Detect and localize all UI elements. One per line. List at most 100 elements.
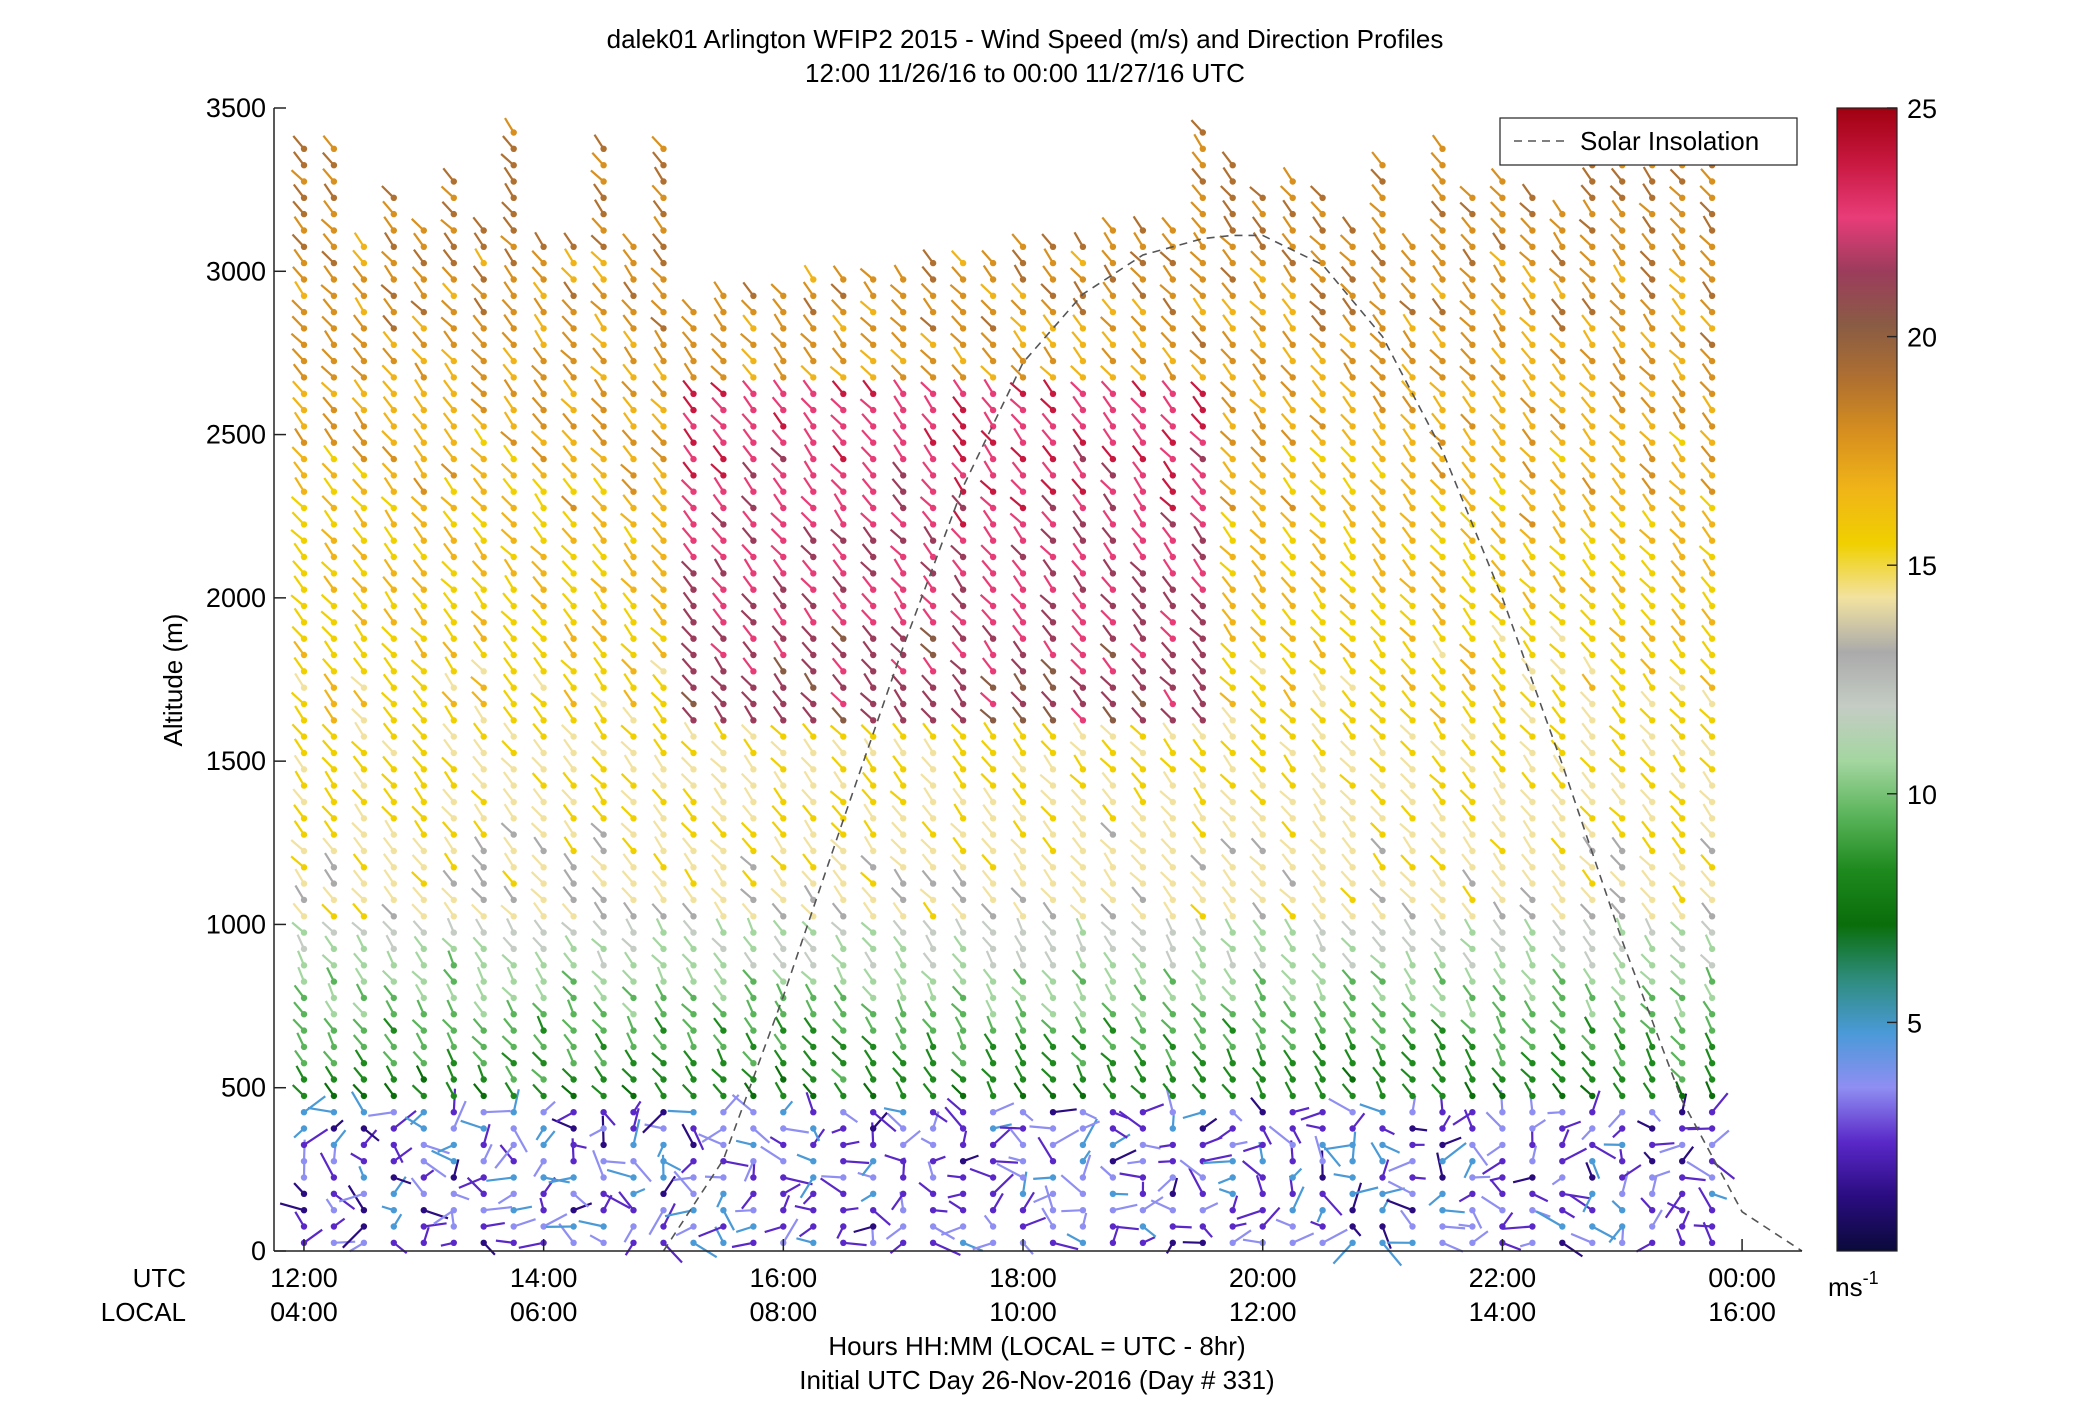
wind-barb bbox=[886, 1112, 904, 1130]
wind-barb-dot bbox=[959, 962, 967, 969]
wind-barb-dot bbox=[780, 766, 787, 773]
wind-barb-dot bbox=[1109, 1060, 1117, 1067]
wind-barb-dot bbox=[660, 1027, 667, 1034]
wind-barb-dot bbox=[1289, 504, 1296, 512]
wind-barb-dot bbox=[1049, 945, 1057, 953]
wind-barb-dot bbox=[1379, 994, 1386, 1002]
wind-barb-dot bbox=[1169, 504, 1177, 512]
wind-barb-dot bbox=[1079, 259, 1087, 267]
wind-barb-dot bbox=[1259, 831, 1266, 838]
wind-barb-dot bbox=[1229, 831, 1236, 838]
wind-barb-dot bbox=[1049, 733, 1057, 740]
wind-barb-dot bbox=[1259, 913, 1266, 920]
wind-barb-dot bbox=[660, 374, 667, 381]
wind-barb bbox=[1157, 1176, 1174, 1193]
wind-barb-dot bbox=[690, 521, 697, 528]
wind-barb-dot bbox=[390, 945, 397, 953]
wind-barb-dot bbox=[480, 570, 487, 577]
wind-barb-dot bbox=[989, 1174, 997, 1181]
wind-barb bbox=[342, 1225, 365, 1249]
wind-barb-dot bbox=[810, 619, 817, 626]
wind-barb-dot bbox=[330, 521, 338, 528]
wind-barb-dot bbox=[1349, 700, 1356, 708]
wind-barb-dot bbox=[1259, 504, 1266, 512]
wind-barb-dot bbox=[570, 243, 577, 250]
wind-barb-dot bbox=[1109, 635, 1117, 642]
wind-barb-dot bbox=[390, 259, 397, 267]
wind-barb-dot bbox=[1229, 276, 1236, 283]
wind-barb-dot bbox=[929, 1011, 937, 1018]
wind-barb-dot bbox=[1229, 308, 1236, 316]
wind-barb-dot bbox=[300, 684, 308, 691]
wind-barb-dot bbox=[390, 243, 397, 250]
wind-barb-dot bbox=[1229, 733, 1236, 740]
wind-barb-dot bbox=[1319, 259, 1326, 267]
wind-barb-dot bbox=[1439, 292, 1446, 299]
wind-barb-dot bbox=[1379, 537, 1386, 544]
wind-barb-dot bbox=[1379, 178, 1386, 185]
wind-barb-dot bbox=[1049, 602, 1057, 610]
wind-barb-dot bbox=[1469, 1011, 1476, 1018]
wind-barb-dot bbox=[360, 390, 368, 397]
wind-barb-dot bbox=[750, 733, 757, 740]
wind-barb-dot bbox=[810, 357, 817, 365]
wind-barb-dot bbox=[870, 308, 877, 316]
wind-barb-dot bbox=[390, 1174, 397, 1181]
wind-barb-dot bbox=[360, 1076, 368, 1083]
wind-barb-dot bbox=[929, 994, 937, 1002]
wind-barb-dot bbox=[989, 1092, 997, 1100]
wind-barb-dot bbox=[1229, 1109, 1236, 1116]
wind-barb-dot bbox=[480, 847, 487, 855]
wind-barb-dot bbox=[989, 929, 997, 936]
wind-barb-dot bbox=[1199, 880, 1207, 887]
wind-barb-dot bbox=[959, 325, 967, 332]
wind-barb-dot bbox=[1199, 651, 1207, 659]
wind-barb-dot bbox=[1109, 1174, 1117, 1181]
wind-barb-dot bbox=[1019, 423, 1027, 430]
wind-barb-dot bbox=[989, 700, 997, 708]
wind-barb-dot bbox=[1379, 341, 1386, 348]
wind-barb-dot bbox=[1079, 472, 1087, 479]
wind-barb-dot bbox=[870, 1060, 877, 1067]
wind-barb-dot bbox=[1139, 831, 1147, 838]
wind-barb-dot bbox=[1019, 1223, 1027, 1230]
wind-barb-dot bbox=[1139, 717, 1147, 724]
wind-barb-dot bbox=[1079, 308, 1087, 316]
wind-barb-dot bbox=[1109, 1125, 1117, 1132]
wind-barb-dot bbox=[540, 1207, 547, 1214]
wind-barb bbox=[1037, 1136, 1054, 1162]
wind-barb-dot bbox=[1169, 978, 1177, 985]
wind-barb-dot bbox=[929, 537, 937, 544]
wind-barb-dot bbox=[1079, 782, 1087, 789]
wind-barb-dot bbox=[1439, 325, 1446, 332]
wind-barb-dot bbox=[1139, 423, 1147, 430]
wind-barb-dot bbox=[1409, 423, 1416, 430]
wind-barb-dot bbox=[540, 962, 547, 969]
wind-barb-dot bbox=[1109, 374, 1117, 381]
wind-barb-dot bbox=[1319, 782, 1326, 789]
wind-barb bbox=[606, 1168, 634, 1179]
wind-barb-dot bbox=[1109, 227, 1117, 234]
wind-barb bbox=[303, 1228, 323, 1244]
wind-barb-dot bbox=[1139, 602, 1147, 610]
wind-barb-dot bbox=[840, 1125, 847, 1132]
wind-barb-dot bbox=[1319, 668, 1326, 675]
wind-barb-dot bbox=[600, 1141, 607, 1149]
wind-barb-dot bbox=[1049, 1125, 1057, 1132]
wind-barb-dot bbox=[1139, 651, 1147, 659]
wind-barb-dot bbox=[1319, 194, 1326, 201]
wind-barb-dot bbox=[780, 553, 787, 561]
wind-barb-dot bbox=[1139, 1190, 1147, 1198]
wind-barb-dot bbox=[750, 1011, 757, 1018]
wind-barb-dot bbox=[720, 1141, 727, 1149]
wind-barb-dot bbox=[480, 929, 487, 936]
wind-barb-dot bbox=[989, 1158, 997, 1165]
wind-barb-dot bbox=[750, 619, 757, 626]
wind-barb-dot bbox=[360, 537, 368, 544]
wind-barb-dot bbox=[750, 1141, 757, 1149]
wind-barb-dot bbox=[780, 1043, 787, 1051]
wind-barb-dot bbox=[510, 194, 517, 201]
wind-barb-dot bbox=[540, 243, 547, 250]
wind-barb-dot bbox=[1439, 962, 1446, 969]
wind-barb-dot bbox=[690, 733, 697, 740]
